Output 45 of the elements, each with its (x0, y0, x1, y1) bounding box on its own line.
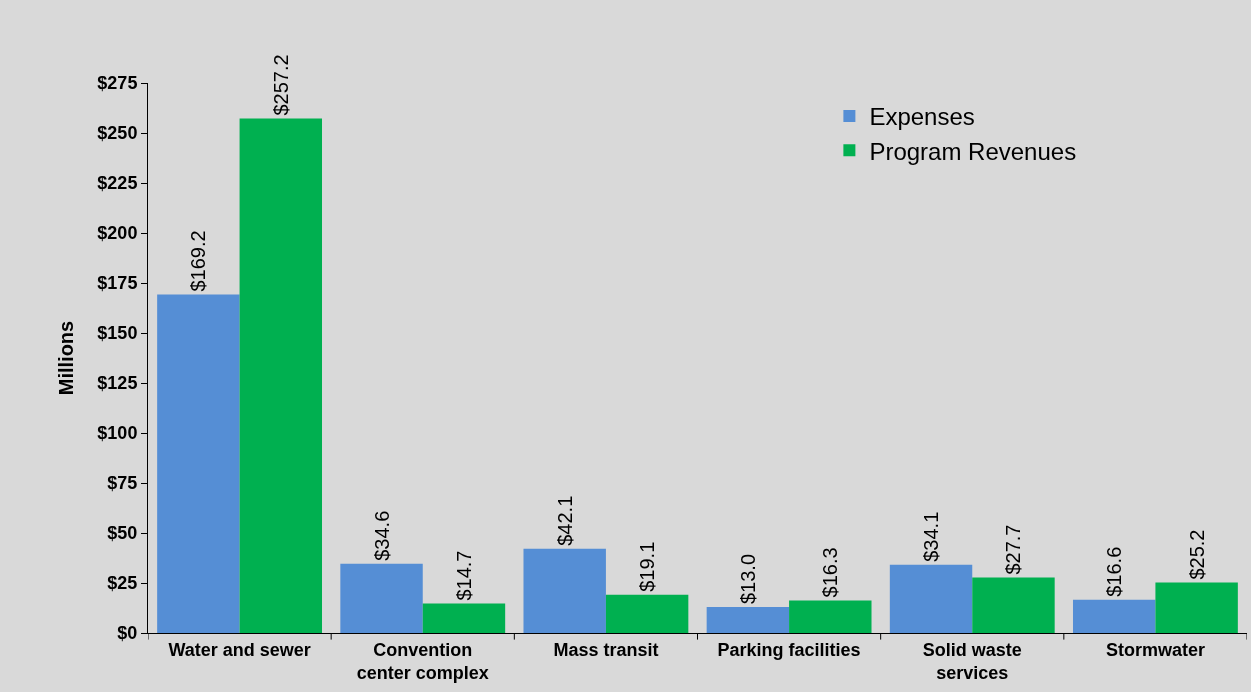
data-label: $16.6 (1103, 546, 1126, 597)
y-tick-label: $0 (117, 623, 138, 644)
data-label: $34.6 (370, 510, 393, 561)
legend-label: Program Revenues (869, 137, 1077, 165)
y-tick-label: $50 (107, 523, 138, 544)
y-tick-label: $100 (97, 423, 138, 444)
data-label: $34.1 (920, 511, 943, 562)
bar (605, 594, 689, 633)
x-tick-label: Convention center complex (356, 639, 489, 683)
data-label: $19.1 (636, 541, 659, 592)
x-tick-label: Mass transit (553, 639, 659, 660)
y-axis-title: Millions (54, 320, 77, 396)
data-label: $257.2 (269, 54, 292, 116)
y-tick-label: $25 (107, 573, 138, 594)
data-label: $25.2 (1185, 529, 1208, 580)
bar (157, 294, 240, 633)
x-tick-label: Parking facilities (717, 639, 861, 660)
bar (1072, 599, 1156, 633)
x-tick-label: Water and sewer (168, 639, 311, 660)
x-tick-label: Stormwater (1105, 639, 1205, 660)
y-tick-label: $125 (97, 373, 138, 394)
y-tick-label: $200 (97, 223, 138, 244)
bar (1155, 582, 1238, 633)
data-label: $14.7 (452, 550, 475, 601)
bar (340, 563, 423, 633)
data-label: $27.7 (1002, 524, 1025, 575)
data-label: $13.0 (736, 553, 759, 604)
y-tick-label: $275 (97, 73, 138, 94)
bar (972, 577, 1055, 633)
data-label: $169.2 (187, 230, 210, 292)
y-tick-label: $150 (97, 323, 138, 344)
data-label: $16.3 (819, 547, 842, 598)
bar (706, 607, 790, 633)
bar (523, 548, 606, 633)
y-tick-label: $75 (107, 473, 138, 494)
legend-label: Expenses (869, 103, 975, 131)
bar (889, 564, 973, 633)
y-tick-label: $175 (97, 273, 138, 294)
bar (789, 600, 872, 633)
data-label: $42.1 (553, 495, 576, 546)
y-tick-label: $250 (97, 123, 138, 144)
bar (239, 118, 323, 633)
y-tick-label: $225 (97, 173, 138, 194)
bar (422, 603, 506, 633)
x-tick-label: Solid waste services (922, 639, 1022, 683)
